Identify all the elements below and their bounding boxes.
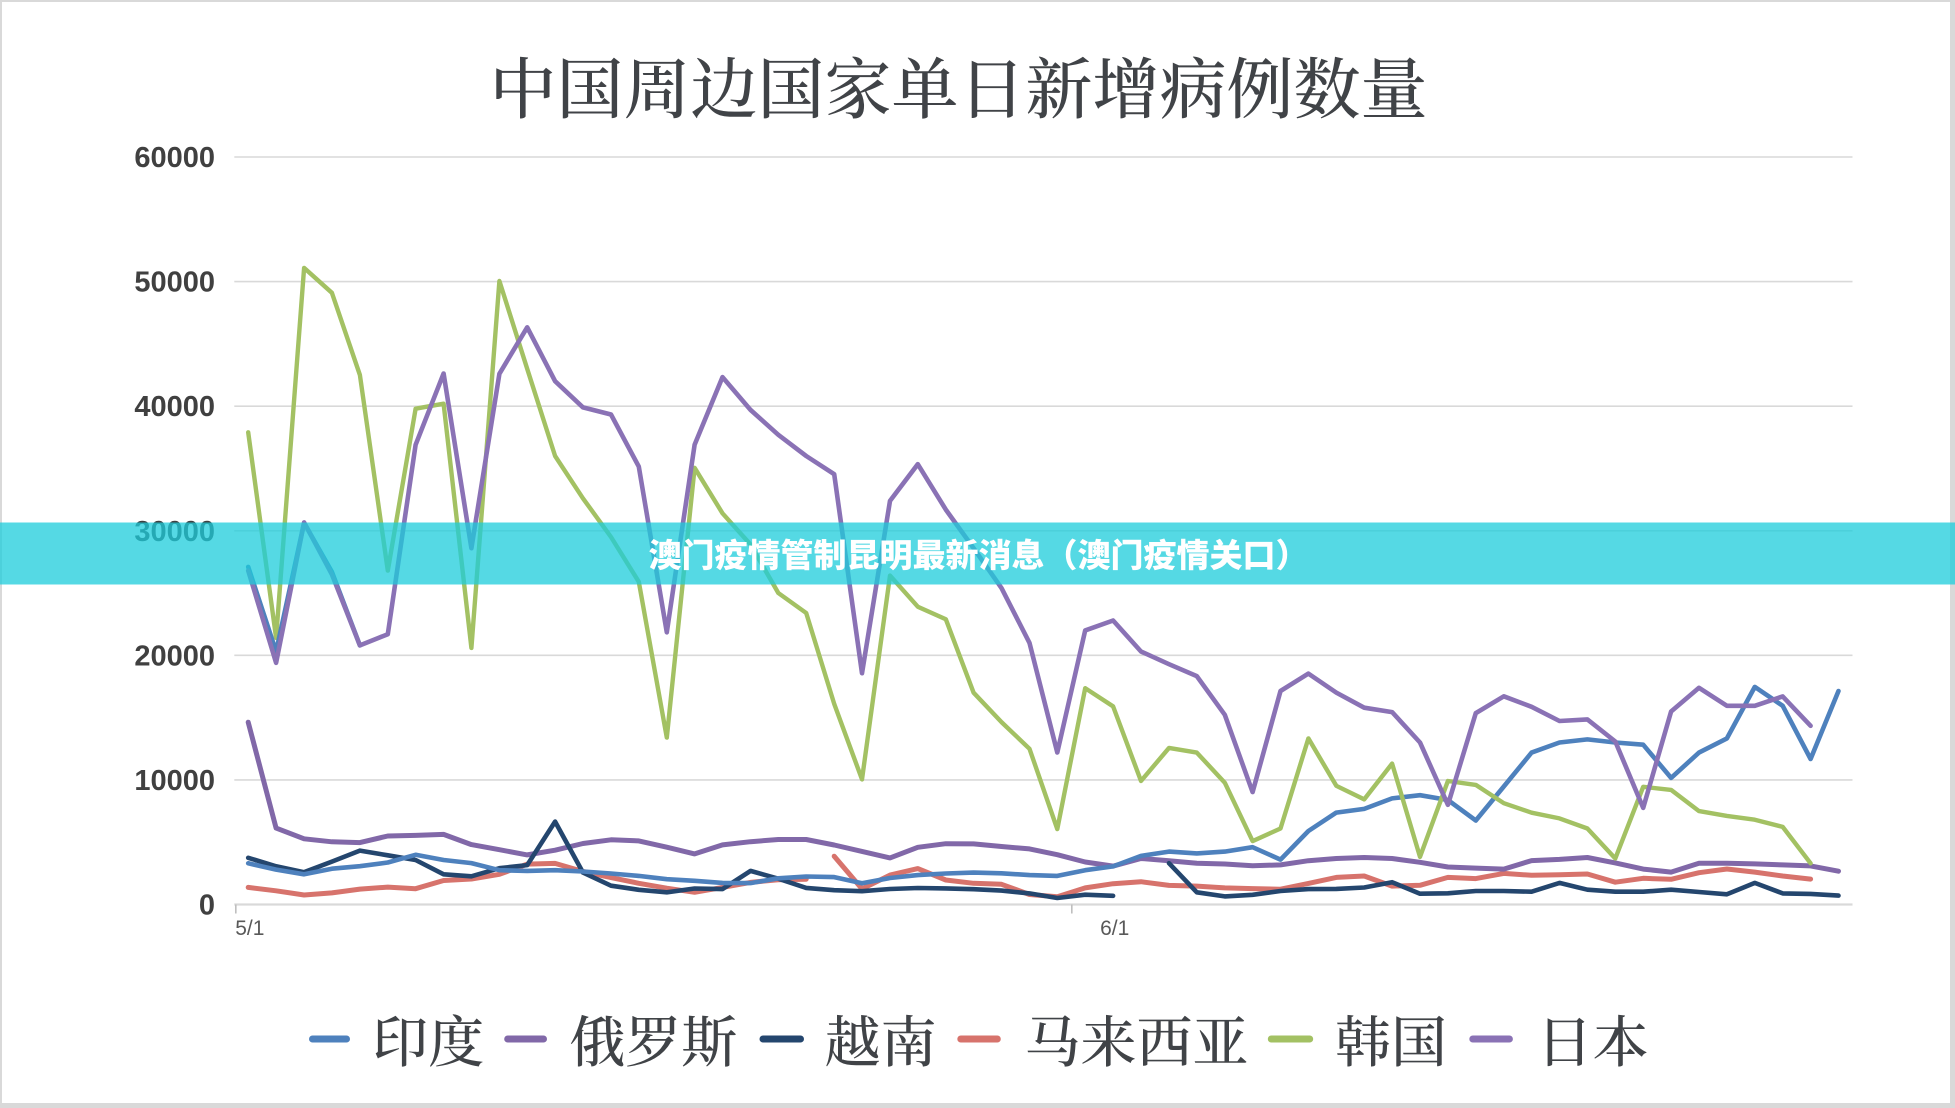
svg-text:40000: 40000 [134,391,215,423]
svg-text:6/1: 6/1 [1100,917,1129,940]
svg-text:60000: 60000 [134,142,215,174]
svg-text:20000: 20000 [134,640,215,672]
svg-text:5/1: 5/1 [235,917,264,940]
svg-text:0: 0 [199,890,215,922]
svg-text:10000: 10000 [134,765,215,797]
svg-text:50000: 50000 [134,267,215,299]
